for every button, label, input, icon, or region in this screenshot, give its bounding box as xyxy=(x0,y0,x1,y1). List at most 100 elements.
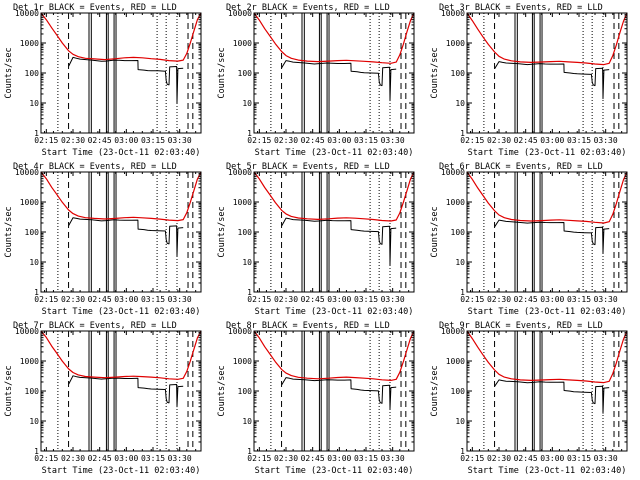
x-tick-label: 02:15 xyxy=(247,136,271,145)
y-tick-label: 1 xyxy=(247,447,252,456)
plot-frame xyxy=(253,330,415,452)
y-tick-label: 10000 xyxy=(228,327,252,336)
series-line-events xyxy=(68,217,184,257)
y-axis-title: Counts/sec xyxy=(4,206,14,257)
y-tick-label: 1000 xyxy=(20,357,39,366)
y-tick-label: 1000 xyxy=(446,357,465,366)
y-tick-label: 10000 xyxy=(228,168,252,177)
y-tick-label: 10 xyxy=(455,417,465,426)
x-tick-label: 02:45 xyxy=(514,295,538,304)
y-axis-title: Counts/sec xyxy=(430,47,440,98)
y-axis-title: Counts/sec xyxy=(217,206,227,257)
y-tick-label: 1000 xyxy=(233,39,252,48)
panel-title: Det 3r BLACK = Events, RED = LLD xyxy=(439,3,603,13)
y-axis-title: Counts/sec xyxy=(430,206,440,257)
plot-frame xyxy=(466,12,628,134)
x-tick-label: 02:45 xyxy=(301,454,325,463)
series-line-events xyxy=(281,217,397,266)
y-tick-label: 10 xyxy=(29,258,39,267)
y-tick-label: 100 xyxy=(238,69,253,78)
y-tick-label: 1 xyxy=(247,288,252,297)
x-tick-label: 03:30 xyxy=(381,295,405,304)
x-tick-label: 02:15 xyxy=(34,136,58,145)
y-axis-title: Counts/sec xyxy=(217,365,227,416)
x-tick-label: 03:15 xyxy=(567,295,591,304)
x-axis-title: Start Time (23-Oct-11 02:03:40) xyxy=(468,466,627,476)
y-tick-label: 10000 xyxy=(228,9,252,18)
y-tick-label: 100 xyxy=(25,228,40,237)
x-tick-label: 03:30 xyxy=(594,136,618,145)
x-tick-label: 02:15 xyxy=(34,295,58,304)
x-tick-label: 03:15 xyxy=(354,454,378,463)
y-tick-label: 100 xyxy=(238,387,253,396)
y-tick-label: 100 xyxy=(451,69,466,78)
x-tick-label: 03:00 xyxy=(114,295,138,304)
panel-title: Det 7r BLACK = Events, RED = LLD xyxy=(13,321,177,331)
x-tick-label: 03:00 xyxy=(540,136,564,145)
plot-frame xyxy=(253,12,415,134)
x-tick-label: 03:30 xyxy=(381,454,405,463)
x-tick-label: 02:45 xyxy=(88,136,112,145)
panel-title: Det 9r BLACK = Events, RED = LLD xyxy=(439,321,603,331)
x-axis-title: Start Time (23-Oct-11 02:03:40) xyxy=(468,307,627,317)
panel-title: Det 5r BLACK = Events, RED = LLD xyxy=(226,162,390,172)
x-tick-label: 02:15 xyxy=(247,295,271,304)
x-tick-label: 02:30 xyxy=(487,136,511,145)
y-axis-title: Counts/sec xyxy=(4,47,14,98)
y-tick-label: 1 xyxy=(34,129,39,138)
x-tick-label: 02:15 xyxy=(460,136,484,145)
y-axis-title: Counts/sec xyxy=(430,365,440,416)
x-tick-label: 02:30 xyxy=(274,295,298,304)
y-tick-label: 100 xyxy=(25,387,40,396)
y-tick-label: 10000 xyxy=(15,168,39,177)
x-axis-title: Start Time (23-Oct-11 02:03:40) xyxy=(468,148,627,158)
x-tick-label: 03:30 xyxy=(381,136,405,145)
series-line-events xyxy=(68,375,184,408)
series-line-events xyxy=(68,56,184,104)
series-line-events xyxy=(281,60,397,102)
y-tick-label: 100 xyxy=(451,228,466,237)
x-tick-label: 03:15 xyxy=(354,136,378,145)
y-tick-label: 1 xyxy=(460,288,465,297)
series-line-events xyxy=(494,219,610,254)
detector-panel-8: Det 8r BLACK = Events, RED = LLD Counts/s… xyxy=(217,321,415,476)
y-tick-label: 10000 xyxy=(15,9,39,18)
x-tick-label: 03:15 xyxy=(141,454,165,463)
x-tick-label: 03:00 xyxy=(327,295,351,304)
x-tick-label: 03:30 xyxy=(594,454,618,463)
x-tick-label: 02:30 xyxy=(274,454,298,463)
y-tick-label: 10000 xyxy=(441,9,465,18)
plot-frame xyxy=(40,330,202,452)
x-tick-label: 02:30 xyxy=(487,295,511,304)
series-line-lld xyxy=(40,330,202,380)
x-tick-label: 02:45 xyxy=(88,454,112,463)
x-tick-label: 03:00 xyxy=(114,136,138,145)
y-tick-label: 100 xyxy=(451,387,466,396)
y-tick-label: 10000 xyxy=(15,327,39,336)
x-tick-label: 03:15 xyxy=(354,295,378,304)
y-tick-label: 10 xyxy=(242,417,252,426)
x-tick-label: 02:15 xyxy=(34,454,58,463)
x-tick-label: 02:45 xyxy=(88,295,112,304)
x-tick-label: 03:15 xyxy=(567,136,591,145)
x-tick-label: 03:00 xyxy=(540,295,564,304)
y-tick-label: 10 xyxy=(29,99,39,108)
plot-frame xyxy=(466,171,628,293)
x-tick-label: 03:00 xyxy=(327,136,351,145)
x-tick-label: 02:15 xyxy=(460,454,484,463)
x-tick-label: 03:00 xyxy=(540,454,564,463)
x-tick-label: 02:45 xyxy=(301,136,325,145)
x-axis-title: Start Time (23-Oct-11 02:03:40) xyxy=(42,307,201,317)
series-line-lld xyxy=(466,12,628,66)
series-line-lld xyxy=(40,171,202,222)
x-tick-label: 02:45 xyxy=(514,454,538,463)
x-tick-label: 03:00 xyxy=(114,454,138,463)
series-line-lld xyxy=(466,330,628,384)
series-line-lld xyxy=(466,171,628,224)
y-tick-label: 1000 xyxy=(446,198,465,207)
x-tick-label: 03:30 xyxy=(594,295,618,304)
y-tick-label: 1000 xyxy=(233,357,252,366)
detector-panel-7: Det 7r BLACK = Events, RED = LLD Counts/s… xyxy=(4,321,202,476)
detector-panel-2: Det 2r BLACK = Events, RED = LLD Counts/s… xyxy=(217,3,415,158)
detector-panel-3: Det 3r BLACK = Events, RED = LLD Counts/s… xyxy=(430,3,628,158)
